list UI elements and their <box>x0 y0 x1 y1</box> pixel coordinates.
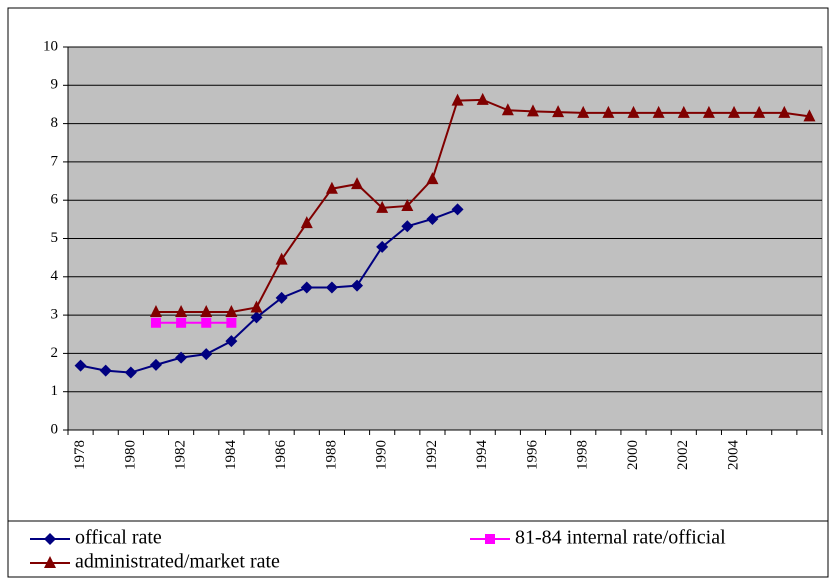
marker <box>401 220 414 233</box>
y-tick-label: 2 <box>51 345 59 361</box>
marker <box>376 240 389 253</box>
marker <box>351 279 364 292</box>
x-tick-label: 1978 <box>72 440 88 470</box>
marker <box>401 198 414 211</box>
y-tick-label: 8 <box>51 115 59 131</box>
marker <box>175 351 188 364</box>
x-tick-label: 1984 <box>223 440 239 471</box>
marker <box>150 317 161 328</box>
marker <box>124 366 137 379</box>
x-tick-label: 2002 <box>675 440 691 470</box>
legend-label: offical rate <box>75 527 162 549</box>
x-tick-label: 1998 <box>575 440 591 470</box>
marker <box>451 93 464 106</box>
x-tick-label: 1986 <box>273 440 289 471</box>
marker <box>201 317 212 328</box>
marker <box>225 335 238 348</box>
marker <box>44 533 56 545</box>
marker <box>325 281 338 294</box>
x-tick-label: 1990 <box>374 440 390 470</box>
marker <box>300 216 313 229</box>
marker <box>753 105 766 118</box>
marker <box>99 364 112 377</box>
marker <box>501 103 514 116</box>
y-tick-label: 7 <box>51 153 59 169</box>
marker <box>485 534 495 544</box>
marker <box>451 203 464 216</box>
marker <box>200 305 213 318</box>
marker <box>426 212 439 225</box>
x-tick-label: 1992 <box>424 440 440 470</box>
marker <box>74 359 87 372</box>
marker <box>677 105 690 118</box>
marker <box>476 92 489 105</box>
marker <box>526 104 539 117</box>
x-tick-label: 1982 <box>173 440 189 470</box>
marker <box>200 348 213 361</box>
marker <box>275 291 288 304</box>
y-tick-label: 4 <box>51 268 59 284</box>
marker <box>376 200 389 213</box>
marker <box>728 105 741 118</box>
marker <box>44 556 56 568</box>
x-tick-label: 2004 <box>725 440 741 471</box>
marker <box>803 109 816 122</box>
x-tick-label: 1980 <box>122 440 138 470</box>
marker <box>426 172 439 185</box>
marker <box>226 317 237 328</box>
marker <box>778 105 791 118</box>
x-tick-label: 1994 <box>474 440 490 471</box>
marker <box>149 305 162 318</box>
marker <box>577 105 590 118</box>
marker <box>602 105 615 118</box>
y-tick-label: 6 <box>51 192 59 208</box>
marker <box>149 358 162 371</box>
marker <box>325 181 338 194</box>
y-tick-label: 0 <box>51 421 59 437</box>
y-tick-label: 3 <box>51 307 59 323</box>
series-line <box>80 208 458 374</box>
marker <box>225 305 238 318</box>
marker <box>176 317 187 328</box>
y-tick-label: 9 <box>51 77 59 93</box>
marker <box>351 177 364 190</box>
x-tick-label: 2000 <box>625 440 641 470</box>
legend-label: 81-84 internal rate/official <box>515 527 726 549</box>
y-tick-label: 5 <box>51 230 59 246</box>
x-tick-label: 1988 <box>323 440 339 470</box>
y-tick-label: 1 <box>51 383 59 399</box>
marker <box>250 300 263 313</box>
marker <box>300 281 313 294</box>
marker <box>275 252 288 265</box>
marker <box>652 105 665 118</box>
marker <box>250 311 263 324</box>
marker <box>627 105 640 118</box>
marker <box>175 305 188 318</box>
x-tick-label: 1996 <box>524 440 540 471</box>
marker <box>552 105 565 118</box>
legend-label: administrated/market rate <box>75 551 280 573</box>
marker <box>702 105 715 118</box>
y-tick-label: 10 <box>43 38 58 54</box>
